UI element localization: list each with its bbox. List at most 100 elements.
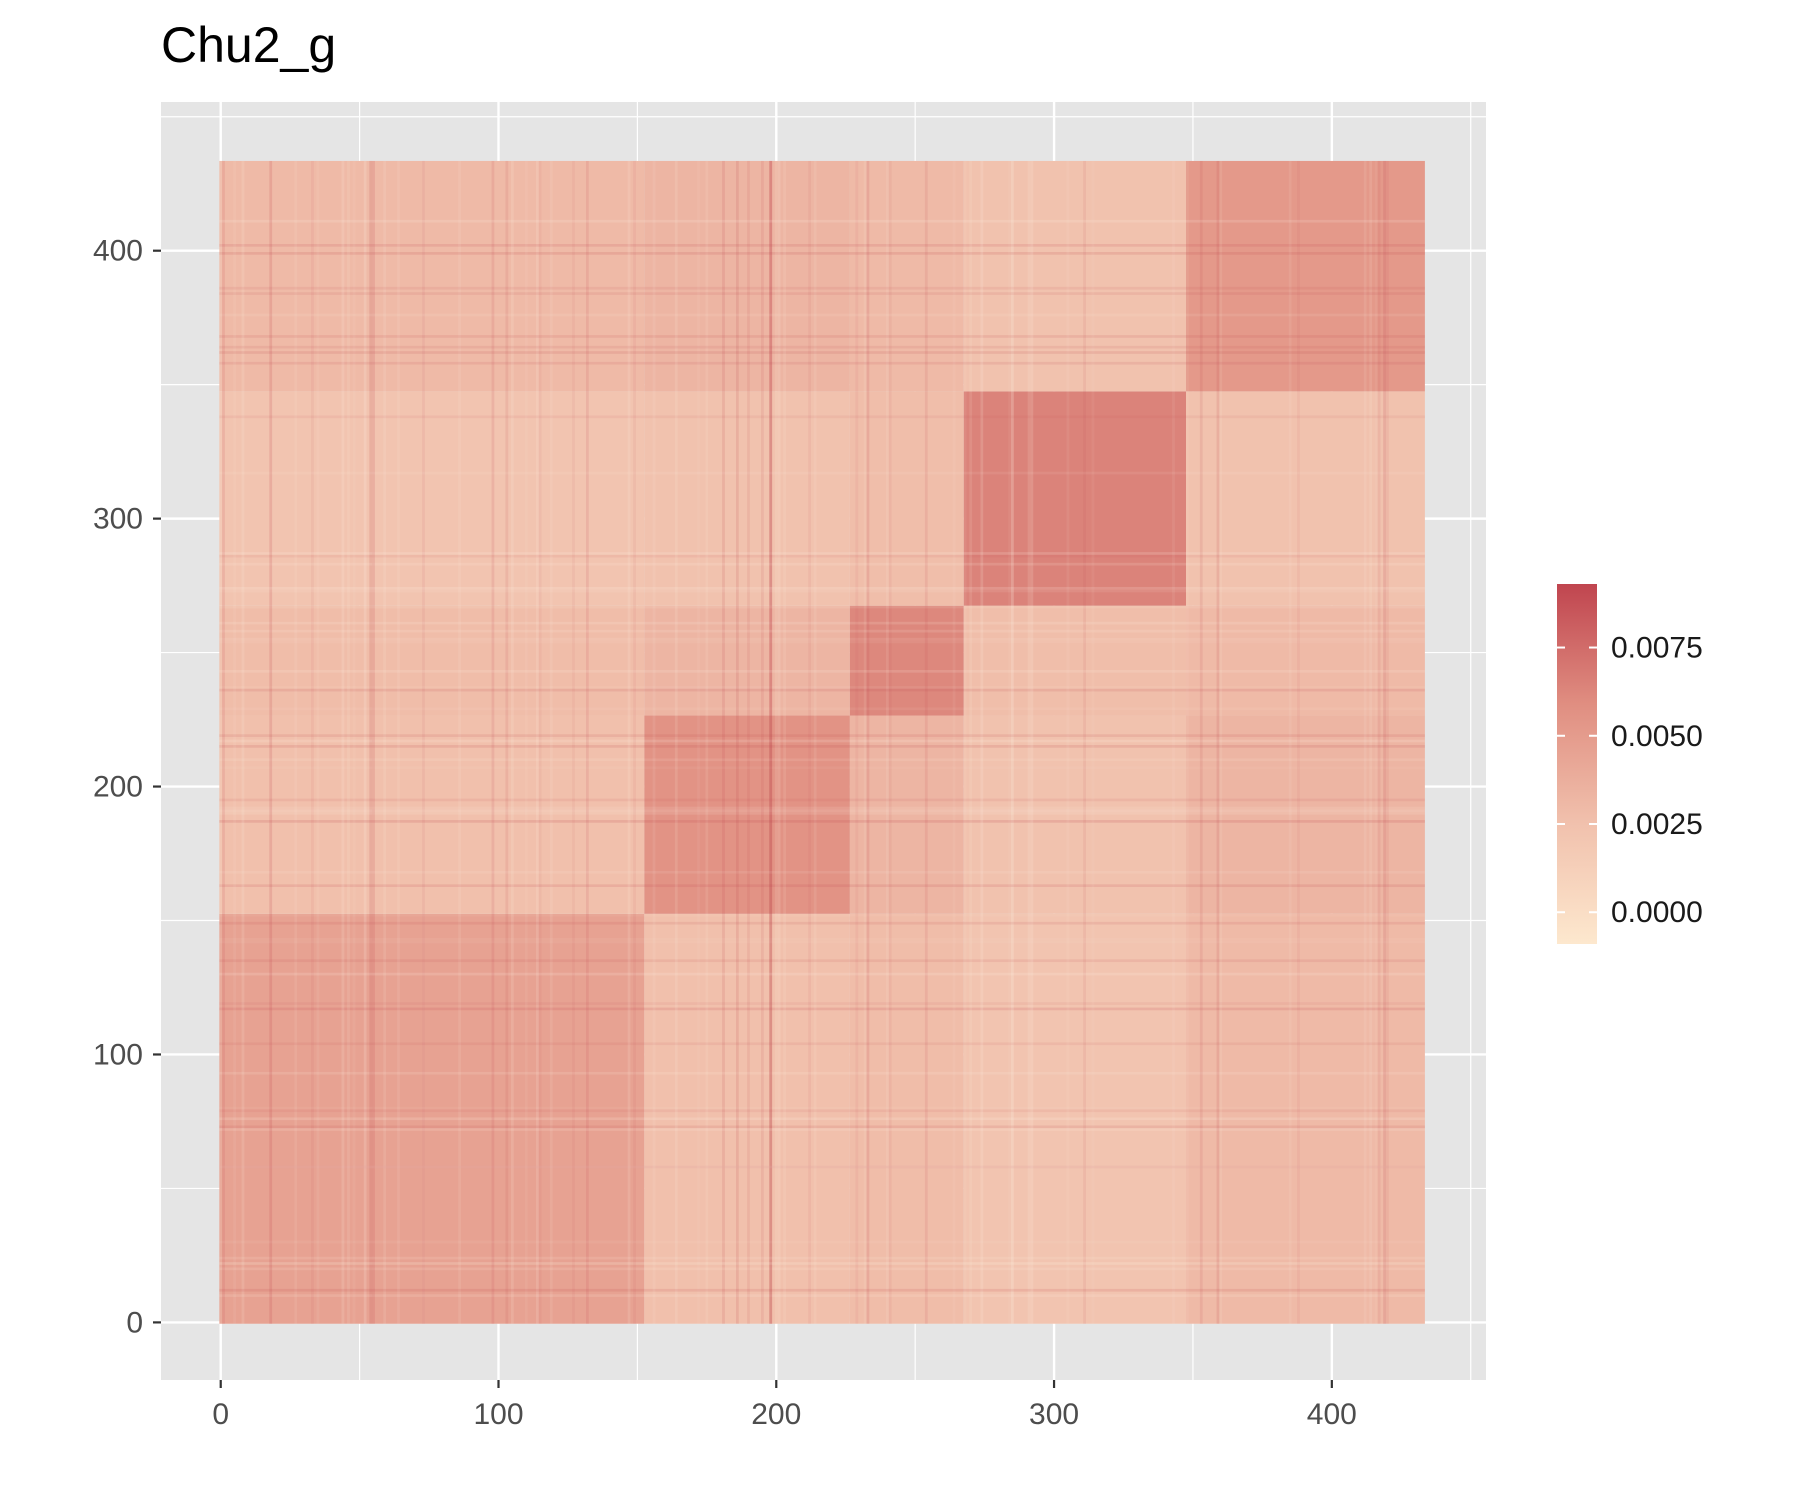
heatmap-stripe bbox=[963, 160, 967, 1324]
heatmap-stripe bbox=[219, 1117, 1425, 1121]
heatmap-cell-C-C bbox=[849, 605, 964, 716]
heatmap-stripe bbox=[219, 640, 1425, 644]
heatmap-cell-B-D bbox=[644, 391, 850, 606]
color-legend: 0.0000 0.0025 0.0050 0.0075 bbox=[1557, 584, 1703, 944]
heatmap-stripe bbox=[219, 913, 1425, 917]
heatmap-stripe bbox=[219, 972, 1425, 976]
heatmap-cell-E-E bbox=[1186, 160, 1425, 392]
heatmap-stripe bbox=[705, 160, 709, 1324]
heatmap-stripe bbox=[813, 160, 817, 1324]
heatmap-stripe bbox=[808, 160, 811, 1324]
x-tick-label: 400 bbox=[1307, 1398, 1357, 1431]
heatmap-cell-B-A bbox=[644, 913, 850, 1324]
heatmap-stripe bbox=[219, 1256, 1425, 1260]
heatmap-stripe bbox=[1066, 160, 1070, 1324]
heatmap-cell-A-C bbox=[219, 605, 645, 716]
legend-label: 0.0025 bbox=[1611, 808, 1703, 841]
heatmap-cell-D-E bbox=[963, 160, 1186, 392]
heatmap-stripe bbox=[219, 820, 1425, 823]
legend-label: 0.0000 bbox=[1611, 896, 1703, 929]
heatmap-stripe bbox=[219, 1109, 1425, 1113]
heatmap-stripe bbox=[1216, 160, 1220, 1324]
heatmap-stripe bbox=[294, 160, 298, 1324]
heatmap-stripe bbox=[536, 160, 539, 1324]
heatmap-stripe bbox=[866, 160, 870, 1324]
legend-colorbar bbox=[1557, 584, 1597, 944]
heatmap-stripe bbox=[505, 160, 509, 1324]
heatmap-cell-E-A bbox=[1186, 913, 1425, 1324]
heatmap-stripe bbox=[769, 160, 773, 1324]
y-tick-label: 300 bbox=[93, 503, 143, 536]
heatmap-stripe bbox=[1172, 160, 1175, 1324]
heatmap-stripe bbox=[219, 562, 1425, 566]
heatmap-stripe bbox=[219, 688, 1425, 692]
heatmap-stripe bbox=[774, 160, 778, 1324]
heatmap-stripe bbox=[761, 160, 764, 1324]
heatmap-stripe bbox=[219, 884, 1425, 888]
heatmap-stripe bbox=[1363, 160, 1367, 1324]
heatmap-stripe bbox=[219, 739, 1425, 743]
x-tick-label: 200 bbox=[751, 1398, 801, 1431]
heatmap-stripe bbox=[924, 160, 928, 1324]
heatmap-stripe bbox=[219, 1262, 1425, 1265]
heatmap-stripe bbox=[219, 1042, 1425, 1046]
heatmap-stripe bbox=[347, 160, 350, 1324]
heatmap-cell-B-E bbox=[644, 160, 850, 392]
heatmap-stripe bbox=[219, 670, 1425, 673]
heatmap-stripe bbox=[219, 812, 1425, 815]
heatmap-stripe bbox=[219, 809, 1425, 812]
x-tick-label: 100 bbox=[473, 1398, 523, 1431]
heatmap-stripe bbox=[219, 1294, 1425, 1297]
heatmap-stripe bbox=[219, 586, 1425, 590]
heatmap-stripe bbox=[572, 160, 575, 1324]
heatmap-stripe bbox=[219, 734, 1425, 737]
heatmap-cell-C-E bbox=[849, 160, 964, 392]
heatmap-stripe bbox=[219, 637, 1425, 641]
heatmap-cell-D-C bbox=[963, 605, 1186, 716]
heatmap-cell-E-D bbox=[1186, 391, 1425, 606]
heatmap-stripe bbox=[363, 160, 367, 1324]
heatmap-stripe bbox=[1091, 160, 1095, 1324]
heatmap-stripe bbox=[219, 1002, 1425, 1005]
heatmap-stripe bbox=[219, 707, 1425, 711]
heatmap-cell-E-C bbox=[1186, 605, 1425, 716]
y-tick-label: 0 bbox=[126, 1306, 143, 1339]
heatmap-stripe bbox=[888, 160, 892, 1324]
heatmap-stripe bbox=[722, 160, 725, 1324]
heatmap-cell-C-A bbox=[849, 913, 964, 1324]
legend-label: 0.0050 bbox=[1611, 720, 1703, 753]
heatmap-stripe bbox=[219, 629, 1425, 633]
heatmap-stripe bbox=[219, 244, 1425, 247]
axes: 0 100 200 300 400 0 100 200 300 400 bbox=[93, 235, 1357, 1431]
heatmap-cell-A-E bbox=[219, 160, 645, 392]
heatmap-stripe bbox=[316, 160, 320, 1324]
heatmap-stripe bbox=[1288, 160, 1292, 1324]
heatmap-stripe bbox=[422, 160, 425, 1324]
heatmap-stripe bbox=[383, 160, 386, 1324]
heatmap-stripe bbox=[777, 160, 781, 1324]
heatmap-stripe bbox=[219, 806, 1425, 810]
heatmap-stripe bbox=[855, 160, 859, 1324]
heatmap-stripe bbox=[952, 160, 956, 1324]
heatmap-stripe bbox=[783, 160, 786, 1324]
heatmap-stripe bbox=[397, 160, 400, 1324]
heatmap-stripe bbox=[1083, 160, 1086, 1324]
heatmap-stripe bbox=[219, 554, 1425, 558]
heatmap-stripe bbox=[219, 1071, 1425, 1075]
heatmap-stripe bbox=[1386, 160, 1389, 1324]
legend-ticks: 0.0000 0.0025 0.0050 0.0075 bbox=[1557, 632, 1703, 929]
heatmap-stripe bbox=[219, 219, 1425, 223]
heatmap-stripe bbox=[219, 1128, 1425, 1131]
heatmap-stripe bbox=[219, 937, 1425, 941]
heatmap-stripe bbox=[1011, 160, 1014, 1324]
heatmap-stripe bbox=[219, 870, 1425, 874]
heatmap-cell-D-A bbox=[963, 913, 1186, 1324]
heatmap-stripe bbox=[219, 1106, 1425, 1110]
heatmap-stripe bbox=[219, 292, 1425, 295]
heatmap-stripe bbox=[219, 361, 1425, 365]
heatmap-cells bbox=[219, 160, 1425, 1324]
heatmap-stripe bbox=[219, 798, 1425, 802]
y-tick-label: 200 bbox=[93, 771, 143, 804]
heatmap-cell-C-D bbox=[849, 391, 964, 606]
